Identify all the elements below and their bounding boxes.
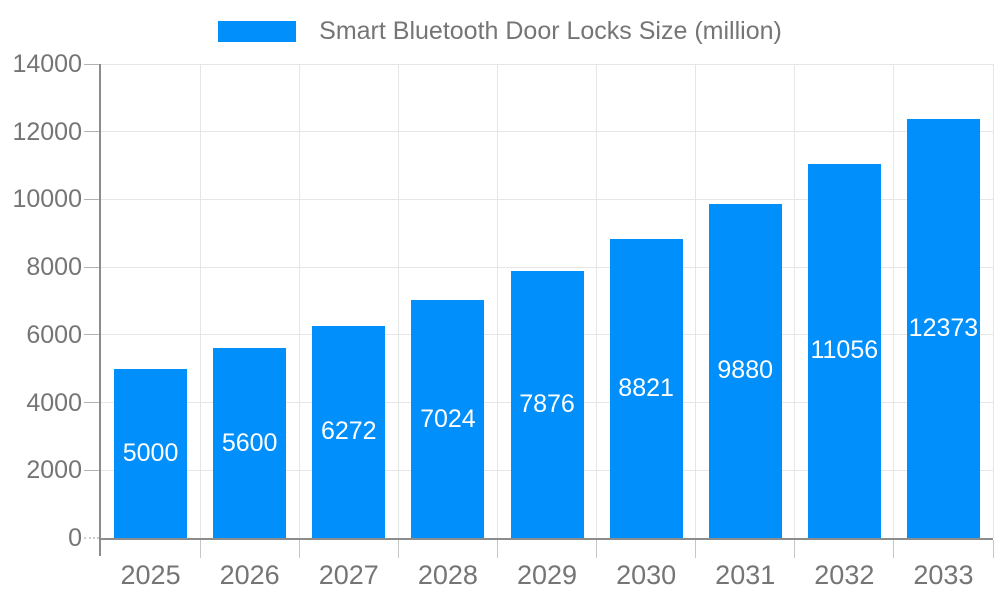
y-axis-label: 6000 [26,320,82,349]
bar-2031[interactable]: 9880 [708,203,782,538]
x-axis-tick [992,540,994,558]
horizontal-gridline [101,198,993,200]
x-axis-tick [496,540,498,558]
horizontal-gridline [101,63,993,65]
bar-value-label: 5000 [122,438,179,467]
legend-swatch [218,20,297,42]
vertical-gridline [794,64,796,538]
y-axis-tick [84,536,99,539]
x-axis-label: 2025 [120,560,181,590]
x-axis-label: 2033 [913,560,974,590]
y-axis-label: 10000 [12,185,82,214]
bar-value-label: 7024 [420,404,476,433]
bar-value-label: 5600 [221,428,278,457]
vertical-gridline [992,64,994,538]
x-axis-label: 2028 [417,560,478,590]
vertical-gridline [596,64,598,538]
vertical-gridline [199,64,201,538]
bar-value-label: 8821 [618,374,674,403]
vertical-gridline [298,64,300,538]
plot-area: 0 2000 4000 6000 8000 10000 12000 14000 5000 2025… [12,51,994,589]
y-axis-tick [84,198,99,200]
bar-2025[interactable]: 5000 [114,368,188,538]
x-axis-tick [397,540,399,558]
bar-value-label: 12373 [908,314,979,343]
x-axis-tick [298,540,300,558]
bar-value-label: 7876 [519,390,575,419]
horizontal-gridline [101,266,993,268]
bar-2027[interactable]: 6272 [312,325,386,538]
y-axis-line [99,64,101,556]
bar-2030[interactable]: 8821 [609,239,683,538]
bar-value-label: 9880 [717,356,774,385]
x-axis-label: 2027 [318,560,379,590]
y-axis-tick [84,63,99,65]
x-axis-label: 2026 [219,560,280,590]
y-axis-label: 8000 [26,253,82,282]
y-axis-tick [84,266,99,268]
x-axis-label: 2032 [814,560,875,590]
x-axis-tick [596,540,598,558]
bar-value-label: 11056 [810,336,879,365]
bar-2028[interactable]: 7024 [411,300,485,538]
y-axis-label: 0 [68,524,82,552]
x-axis-tick [695,540,697,558]
vertical-gridline [496,64,498,538]
bar-2026[interactable]: 5600 [213,348,287,538]
legend-label: Smart Bluetooth Door Locks Size (million… [319,17,782,45]
horizontal-gridline [101,131,993,133]
bar-2029[interactable]: 7876 [510,271,584,538]
x-axis-tick [893,540,895,558]
x-axis-label: 2031 [715,560,776,590]
y-axis-tick [84,469,99,471]
vertical-gridline [695,64,697,538]
vertical-gridline [397,64,399,538]
x-axis-tick [199,540,201,558]
x-axis-label: 2029 [516,560,578,590]
y-axis-label: 14000 [12,50,82,78]
legend[interactable]: Smart Bluetooth Door Locks Size (million… [0,16,1000,46]
y-axis-label: 2000 [26,456,82,485]
x-axis-tick [794,540,796,558]
vertical-gridline [893,64,895,538]
bar-2032[interactable]: 11056 [807,163,881,538]
y-axis-tick [84,402,99,404]
y-axis-tick [84,131,99,133]
y-axis-label: 4000 [26,388,82,417]
x-axis-line [99,538,993,540]
y-axis-label: 12000 [12,117,82,146]
y-axis-tick [84,334,99,336]
bar-value-label: 6272 [320,417,377,446]
x-axis-label: 2030 [616,560,677,590]
bar-2033[interactable]: 12373 [906,119,980,538]
